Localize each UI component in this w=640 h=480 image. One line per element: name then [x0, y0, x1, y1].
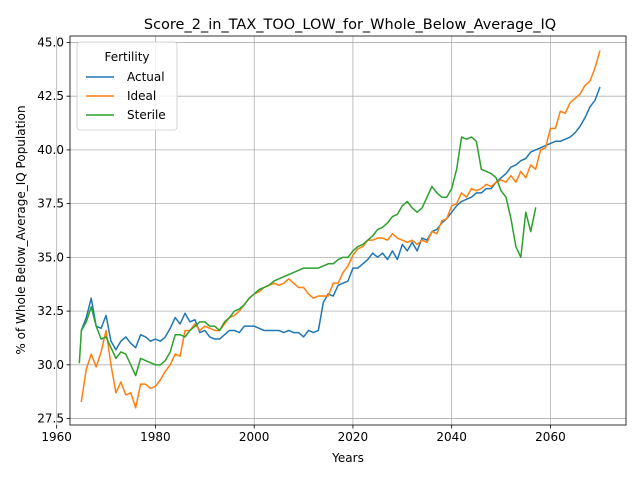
legend-box: [76, 41, 178, 131]
y-axis: 27.5 30.0 32.5 35.0 37.5 40.0 42.5 45.0: [37, 35, 70, 426]
series-line-actual: [80, 86, 601, 351]
y-tick-label: 42.5: [37, 89, 64, 103]
legend-title: Fertility: [104, 50, 149, 64]
x-tick-label: 2000: [239, 430, 270, 444]
y-tick-label: 45.0: [37, 35, 64, 49]
y-tick-label: 40.0: [37, 143, 64, 157]
y-axis-label: % of Whole Below_Average_IQ Population: [14, 105, 28, 354]
plot-area-frame: [69, 35, 627, 426]
series-line-ideal: [80, 50, 601, 409]
x-axis: 1960 1980 2000 2020 2040 2060: [41, 425, 566, 444]
y-tick-label: 35.0: [37, 250, 64, 264]
chart-title: Score_2_in_TAX_TOO_LOW_for_Whole_Below_A…: [144, 17, 556, 33]
x-axis-label: Years: [331, 451, 364, 465]
x-tick-label: 2040: [436, 430, 467, 444]
series-line-sterile: [78, 136, 537, 377]
y-tick-label: 30.0: [37, 358, 64, 372]
legend-label-actual: Actual: [127, 70, 165, 84]
y-tick-label: 37.5: [37, 197, 64, 211]
x-tick-label: 1960: [41, 430, 72, 444]
legend-label-ideal: Ideal: [127, 89, 156, 103]
series-layer: [78, 50, 601, 409]
x-tick-label: 2020: [338, 430, 369, 444]
legend: Fertility Actual Ideal Sterile: [76, 41, 178, 131]
y-tick-label: 32.5: [37, 304, 64, 318]
x-tick-label: 2060: [535, 430, 566, 444]
legend-label-sterile: Sterile: [127, 108, 166, 122]
y-tick-label: 27.5: [37, 412, 64, 426]
x-tick-label: 1980: [140, 430, 171, 444]
